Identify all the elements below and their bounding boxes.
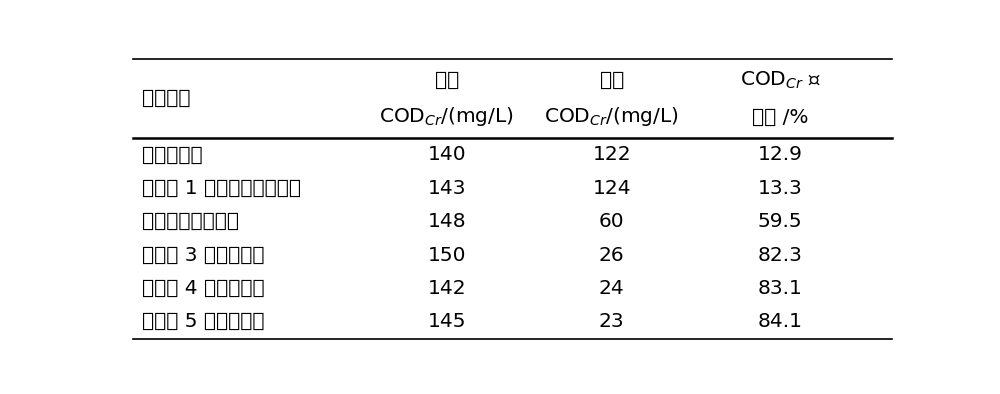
Text: COD$_{Cr}$/(mg/L): COD$_{Cr}$/(mg/L) — [544, 106, 679, 128]
Text: 26: 26 — [599, 245, 625, 265]
Text: 140: 140 — [427, 145, 466, 164]
Text: 24: 24 — [599, 279, 625, 298]
Text: 出水: 出水 — [600, 71, 624, 90]
Text: 124: 124 — [592, 179, 631, 198]
Text: 填料类型: 填料类型 — [142, 89, 191, 108]
Text: COD$_{Cr}$ 去: COD$_{Cr}$ 去 — [740, 70, 820, 91]
Text: 23: 23 — [599, 312, 625, 331]
Text: 84.1: 84.1 — [757, 312, 802, 331]
Text: 实施例 4 臭氧催化剂: 实施例 4 臭氧催化剂 — [142, 279, 265, 298]
Text: 145: 145 — [427, 312, 466, 331]
Text: 143: 143 — [427, 179, 466, 198]
Text: 12.9: 12.9 — [757, 145, 802, 164]
Text: 122: 122 — [592, 145, 631, 164]
Text: 82.3: 82.3 — [757, 245, 802, 265]
Text: 150: 150 — [427, 245, 466, 265]
Text: 活性炭载体: 活性炭载体 — [142, 145, 203, 164]
Text: 实施例 5 臭氧催化剂: 实施例 5 臭氧催化剂 — [142, 312, 265, 331]
Text: 59.5: 59.5 — [758, 212, 802, 231]
Text: 148: 148 — [427, 212, 466, 231]
Text: 除率 /%: 除率 /% — [752, 108, 808, 126]
Text: 60: 60 — [599, 212, 625, 231]
Text: 某商用臭氧催化剂: 某商用臭氧催化剂 — [142, 212, 239, 231]
Text: COD$_{Cr}$/(mg/L): COD$_{Cr}$/(mg/L) — [379, 106, 514, 128]
Text: 13.3: 13.3 — [758, 179, 802, 198]
Text: 142: 142 — [427, 279, 466, 298]
Text: 83.1: 83.1 — [757, 279, 802, 298]
Text: 实施例 3 臭氧催化剂: 实施例 3 臭氧催化剂 — [142, 245, 265, 265]
Text: 实施例 1 氮掺杂活性炭载体: 实施例 1 氮掺杂活性炭载体 — [142, 179, 301, 198]
Text: 进水: 进水 — [434, 71, 459, 90]
